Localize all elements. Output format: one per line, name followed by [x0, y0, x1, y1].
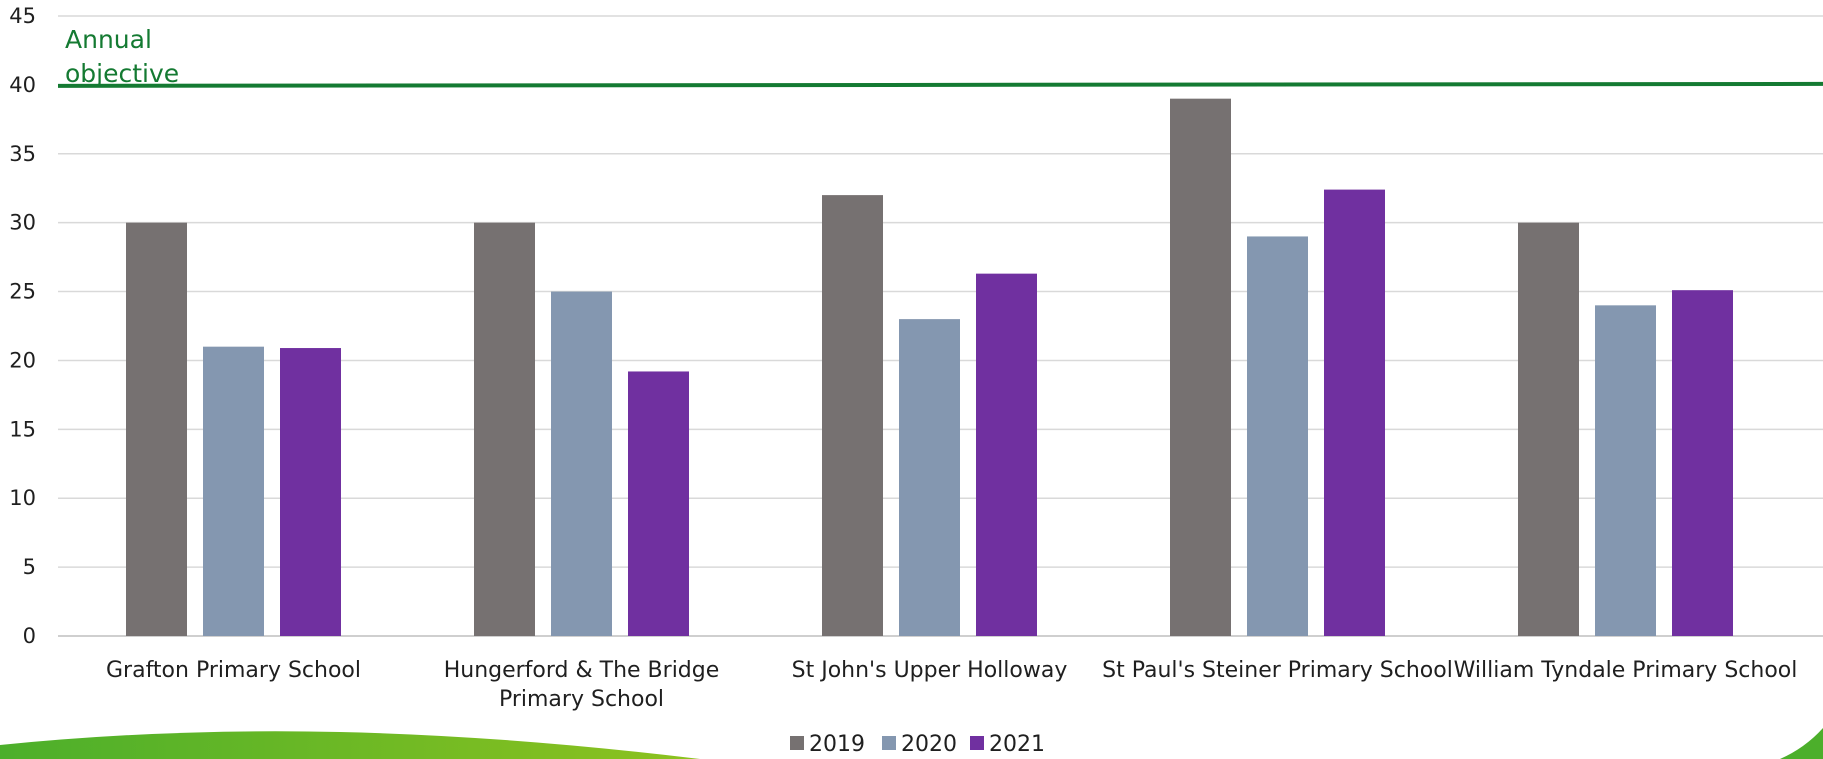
y-axis-ticks: 0 5 10 15 20 25 30 35 40 45: [9, 4, 36, 648]
legend-label: 2020: [901, 732, 957, 757]
annual-objective-line: [57, 81, 1823, 88]
bar-2020: [1247, 236, 1308, 636]
bar-2021: [976, 273, 1037, 636]
bars: [126, 98, 1733, 636]
x-axis-labels: Grafton Primary School Hungerford & The B…: [106, 658, 1797, 712]
bar-2020: [1595, 305, 1656, 636]
legend-label: 2019: [809, 732, 865, 757]
bar-2020: [899, 319, 960, 636]
bar-2019: [822, 195, 883, 636]
y-tick-label: 40: [9, 73, 36, 97]
x-axis-label: Grafton Primary School: [106, 658, 361, 683]
y-tick-label: 30: [9, 211, 36, 235]
legend-swatch-2019: [790, 736, 804, 750]
bar-2020: [203, 346, 264, 636]
legend-swatch-2021: [970, 736, 984, 750]
annual-objective: Annual objective: [57, 25, 1823, 88]
bar-2021: [280, 348, 341, 636]
annual-objective-label: objective: [65, 59, 179, 88]
bar-2021: [628, 371, 689, 636]
bar-2019: [126, 222, 187, 636]
y-tick-label: 0: [23, 624, 36, 648]
swoosh-shape: [0, 731, 700, 759]
bar-2019: [474, 222, 535, 636]
y-tick-label: 45: [9, 4, 36, 28]
x-axis-label: St John's Upper Holloway: [792, 658, 1068, 683]
y-tick-label: 10: [9, 486, 36, 510]
bar-2021: [1672, 290, 1733, 636]
bar-2020: [551, 291, 612, 636]
legend-swatch-2020: [882, 736, 896, 750]
y-tick-label: 15: [9, 417, 36, 441]
x-axis-label: Hungerford & The Bridge: [444, 658, 720, 683]
x-axis-label: Primary School: [499, 687, 664, 712]
legend-label: 2021: [989, 732, 1045, 757]
x-axis-label: St Paul's Steiner Primary School: [1102, 658, 1453, 683]
y-tick-label: 5: [23, 555, 36, 579]
y-tick-label: 25: [9, 280, 36, 304]
y-tick-label: 20: [9, 348, 36, 372]
y-tick-label: 35: [9, 142, 36, 166]
annual-objective-label: Annual: [65, 25, 152, 54]
legend: 2019 2020 2021: [790, 732, 1045, 757]
bar-2019: [1170, 98, 1231, 636]
swoosh-corner: [1780, 728, 1823, 759]
x-axis-label: William Tyndale Primary School: [1454, 658, 1798, 683]
decorative-swoosh: [0, 728, 1823, 759]
bar-2021: [1324, 189, 1385, 636]
bar-2019: [1518, 222, 1579, 636]
